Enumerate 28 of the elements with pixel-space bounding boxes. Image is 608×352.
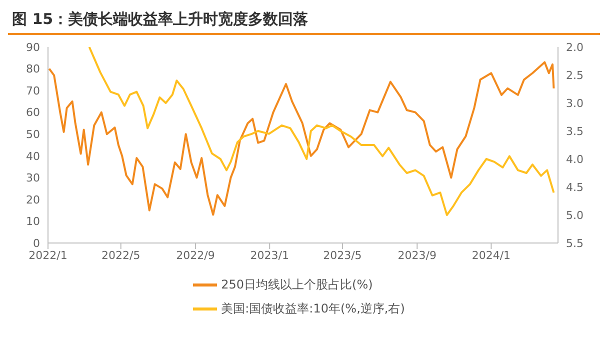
y2-tick-label: 4.5 (566, 180, 584, 194)
y-tick-label: 90 (26, 40, 40, 54)
chart-title: 图 15：美债长端收益率上升时宽度多数回落 (8, 8, 600, 35)
y2-tick-label: 2.5 (566, 68, 584, 82)
y2-tick-label: 5.0 (566, 208, 584, 222)
y-tick-label: 50 (26, 128, 40, 142)
legend-label: 美国:国债收益率:10年(%,逆序,右) (221, 301, 405, 316)
y-tick-label: 0 (33, 236, 40, 250)
y-tick-label: 10 (26, 215, 40, 228)
y2-tick-label: 4.0 (566, 152, 584, 166)
y2-tick-label: 5.5 (566, 236, 584, 250)
y-tick-label: 30 (26, 172, 40, 185)
y-tick-label: 20 (26, 193, 40, 206)
x-tick-label: 2022/5 (102, 248, 140, 262)
x-tick-label: 2022/9 (176, 248, 215, 262)
x-tick-label: 2023/5 (323, 248, 362, 262)
y-tick-label: 80 (26, 62, 40, 76)
y-tick-label: 60 (26, 106, 40, 120)
y2-tick-label: 3.5 (566, 124, 584, 138)
legend-label: 250日均线以上个股占比(%) (221, 277, 373, 292)
x-tick-label: 2024/1 (472, 248, 511, 262)
y2-tick-label: 3.0 (566, 96, 584, 110)
y-tick-label: 40 (26, 150, 40, 163)
y2-tick-label: 2.0 (566, 40, 584, 54)
x-tick-label: 2023/1 (250, 248, 289, 262)
x-tick-label: 2022/1 (28, 248, 68, 262)
x-tick-label: 2023/9 (398, 248, 436, 262)
y-tick-label: 70 (26, 84, 40, 98)
